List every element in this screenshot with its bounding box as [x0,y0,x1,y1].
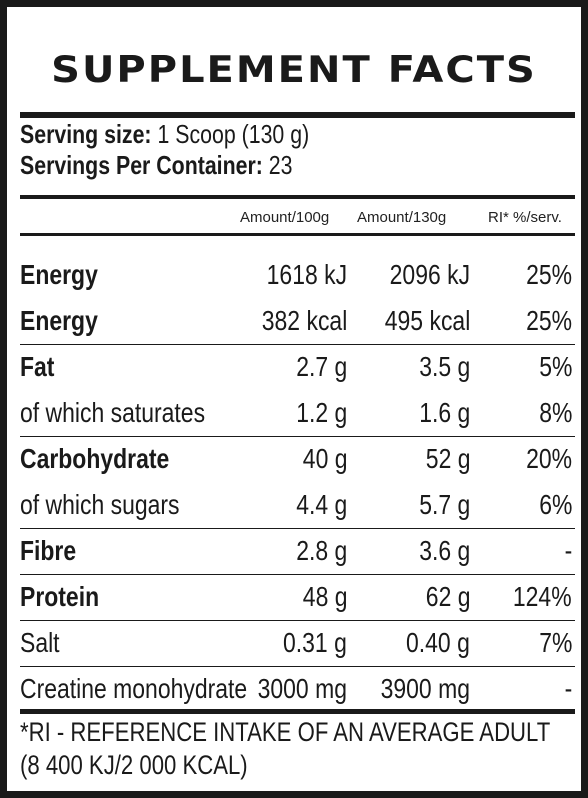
table-row: of which saturates 1.2 g 1.6 g 8% [20,390,575,437]
header-amount-per-100g: Amount/100g [240,209,330,226]
amount-per-100g: 4.4 g [295,489,347,520]
ri-percent: 20% [526,443,572,474]
amount-per-100g: 3000 mg [257,673,347,704]
amount-per-serving: 2096 kJ [389,259,470,290]
amount-per-serving: 3.5 g [418,351,470,382]
table-row: Energy 382 kcal 495 kcal 25% [20,298,575,345]
row-divider [20,344,575,345]
serving-divider-rule [20,195,575,199]
amount-per-100g: 0.31 g [283,627,347,658]
amount-per-100g: 2.7 g [295,351,347,382]
table-row: of which sugars 4.4 g 5.7 g 6% [20,482,575,529]
ri-percent: - [564,535,572,566]
ri-percent: 25% [526,259,572,290]
amount-per-serving: 495 kcal [384,305,470,336]
servings-per-container-line: Servings Per Container: 23 [20,150,293,181]
footnote-line-1: *RI - REFERENCE INTAKE OF AN AVERAGE ADU… [20,717,551,747]
nutrient-name: Protein [20,581,100,612]
nutrient-name: Energy [20,305,98,336]
top-thick-rule [20,112,575,118]
ri-percent: 5% [538,351,572,382]
nutrient-name: Carbohydrate [20,443,170,474]
ri-percent: 7% [538,627,572,658]
serving-size-label: Serving size: [20,119,152,149]
nutrient-name: of which saturates [20,397,206,428]
ri-percent: - [564,673,572,704]
row-divider [20,666,575,667]
amount-per-100g: 1.2 g [295,397,347,428]
amount-per-serving: 0.40 g [406,627,470,658]
ri-percent: 25% [526,305,572,336]
row-divider [20,574,575,575]
ri-percent: 124% [513,581,572,612]
footnote-divider-rule [20,709,575,714]
table-row: Protein 48 g 62 g 124% [20,574,575,621]
amount-per-serving: 1.6 g [418,397,470,428]
ri-percent: 6% [538,489,572,520]
header-ri-percent: RI* %/serv. [488,209,562,226]
footnote-line-2: (8 400 KJ/2 000 KCAL) [20,750,248,780]
row-divider [20,436,575,437]
panel-title: SUPPLEMENT FACTS [51,48,537,92]
servings-per-container-label: Servings Per Container: [20,150,263,180]
amount-per-100g: 48 g [302,581,347,612]
nutrient-name: Salt [20,627,60,658]
row-divider [20,620,575,621]
table-row: Carbohydrate 40 g 52 g 20% [20,436,575,482]
amount-per-100g: 1618 kJ [266,259,347,290]
amount-per-serving: 5.7 g [418,489,470,520]
amount-per-100g: 40 g [302,443,347,474]
amount-per-100g: 2.8 g [295,535,347,566]
amount-per-100g: 382 kcal [261,305,347,336]
table-row: Creatine monohydrate 3000 mg 3900 mg - [20,666,575,712]
amount-per-serving: 52 g [425,443,470,474]
amount-per-serving: 3.6 g [418,535,470,566]
table-row: Energy 1618 kJ 2096 kJ 25% [20,252,575,298]
table-row: Fat 2.7 g 3.5 g 5% [20,344,575,390]
amount-per-serving: 62 g [425,581,470,612]
table-row: Salt 0.31 g 0.40 g 7% [20,620,575,667]
header-amount-per-serving: Amount/130g [357,209,447,226]
serving-size-value: 1 Scoop (130 g) [151,119,310,149]
nutrient-name: Creatine monohydrate [20,673,248,704]
nutrient-name: Fat [20,351,55,382]
header-divider-rule [20,233,575,236]
nutrient-name: of which sugars [20,489,180,520]
ri-percent: 8% [538,397,572,428]
nutrient-name: Fibre [20,535,77,566]
table-row: Fibre 2.8 g 3.6 g - [20,528,575,575]
serving-size-line: Serving size: 1 Scoop (130 g) [20,119,309,150]
amount-per-serving: 3900 mg [380,673,470,704]
nutrient-name: Energy [20,259,98,290]
row-divider [20,528,575,529]
servings-per-container-value: 23 [262,150,293,180]
